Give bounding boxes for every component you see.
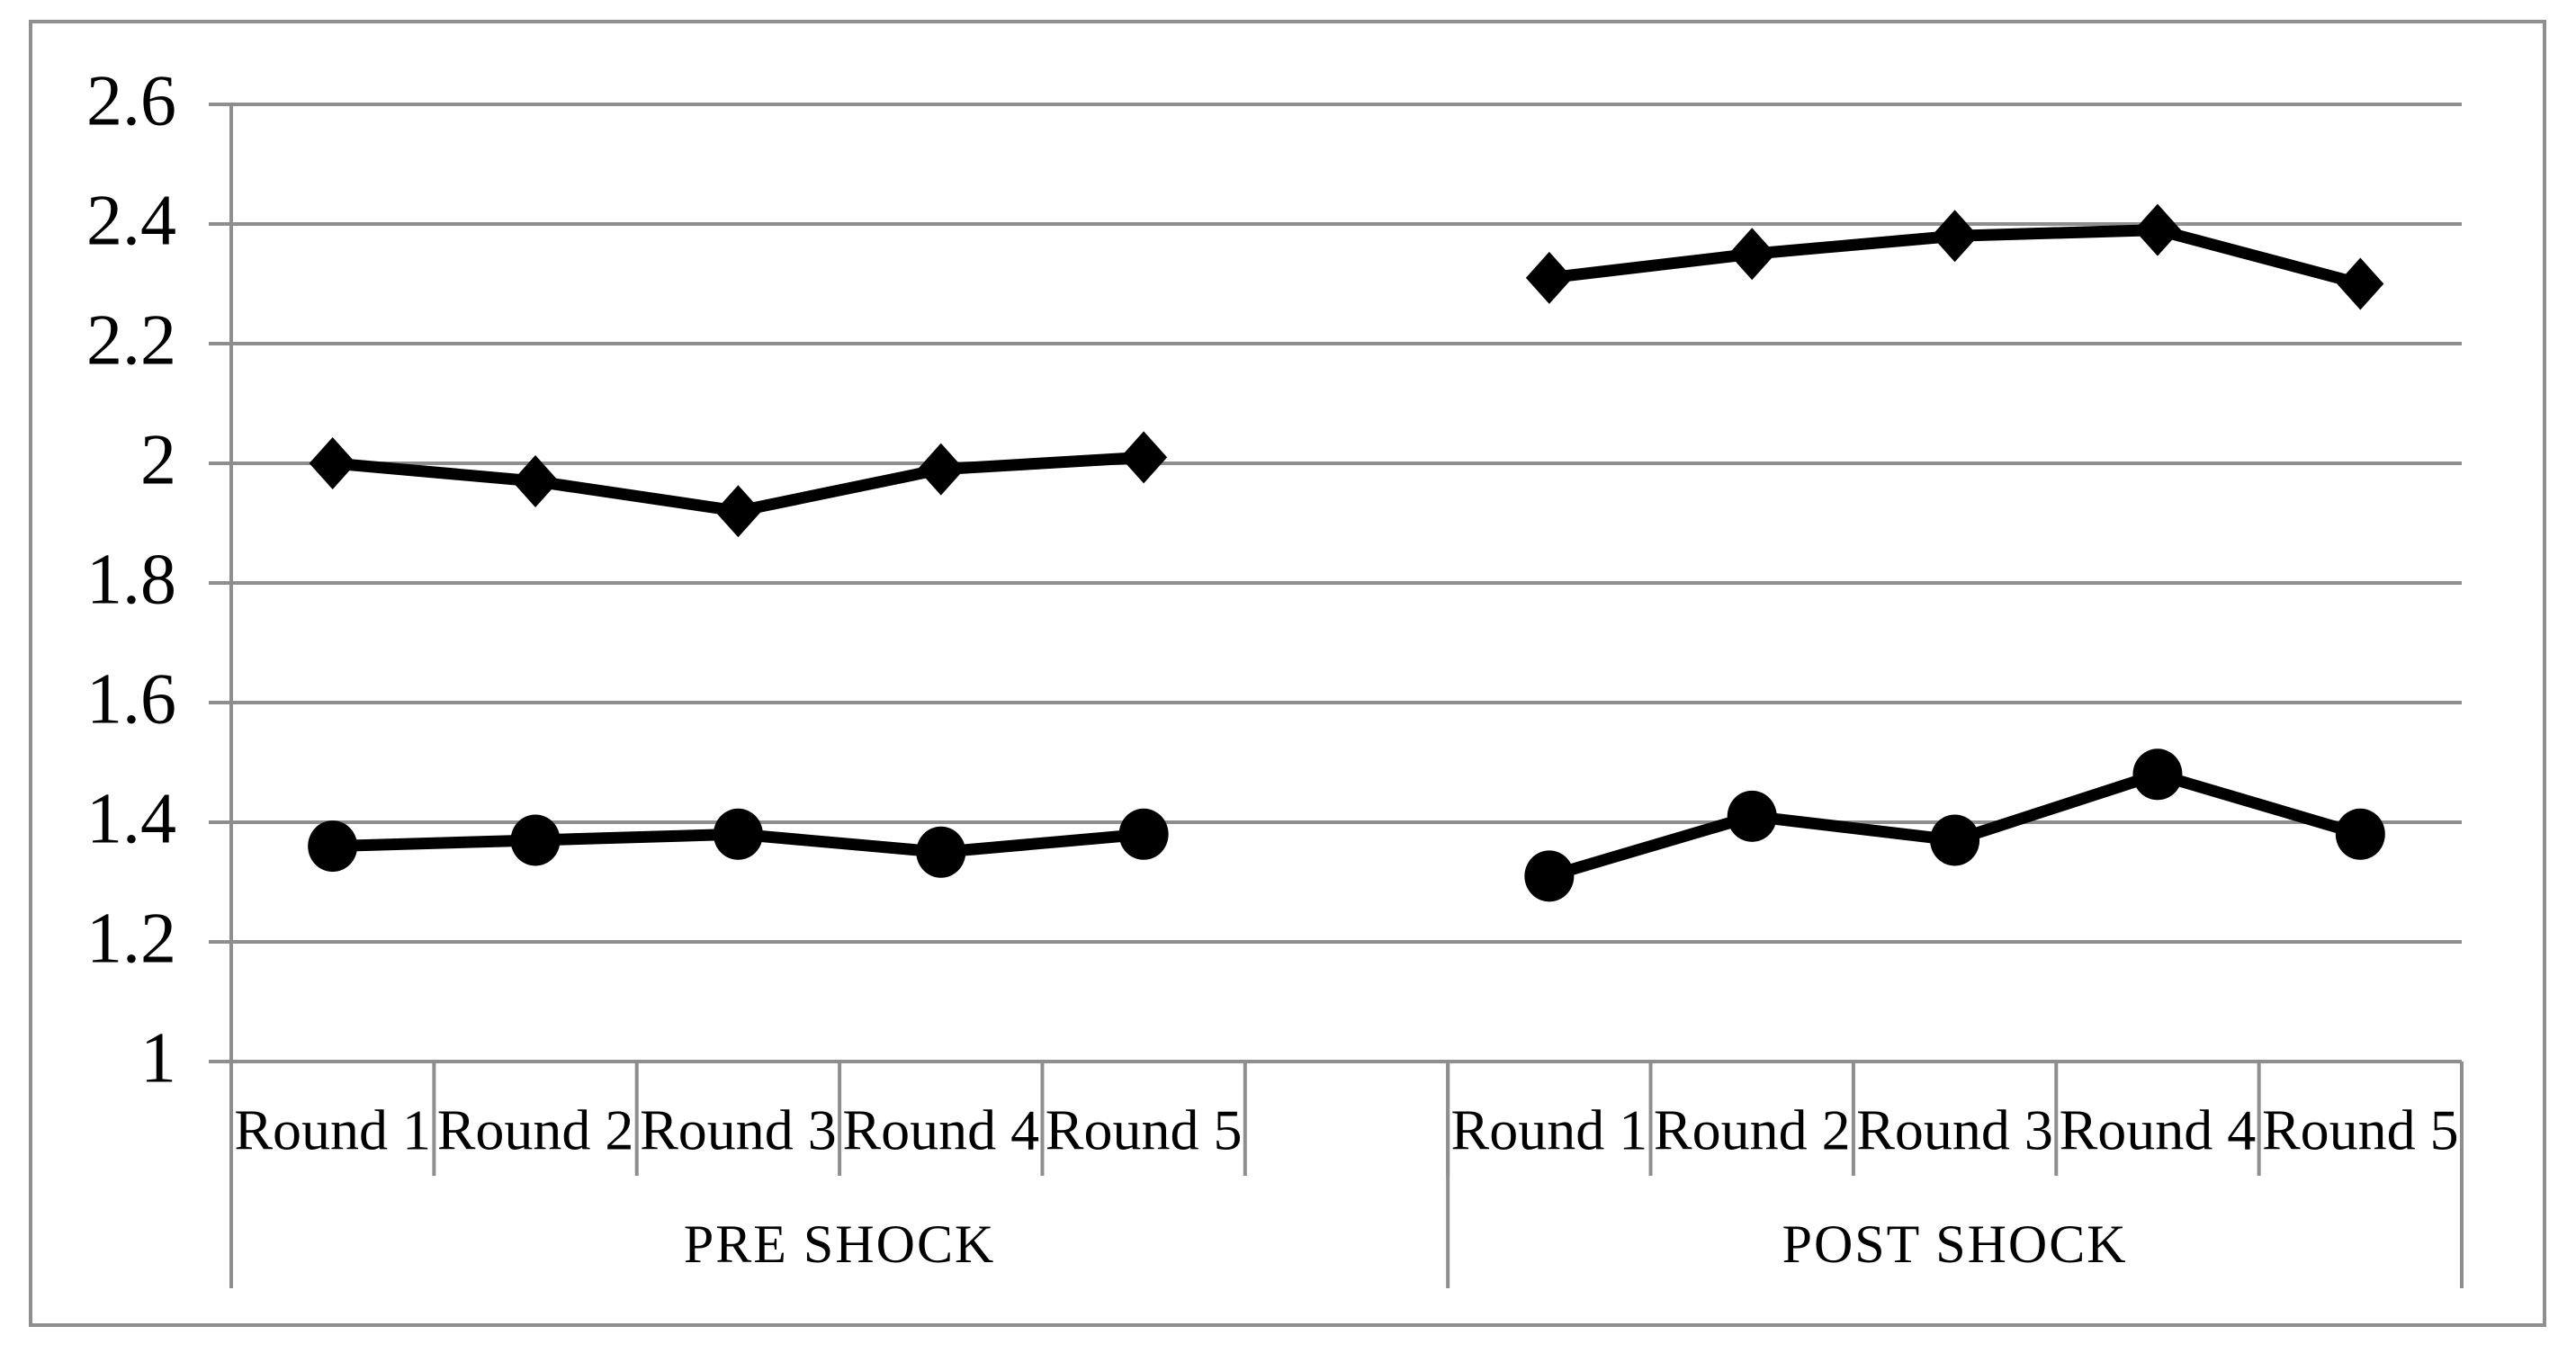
circle-series-point-post-shock-round-2	[1727, 790, 1777, 842]
diamond-series-point-post-shock-round-2	[1728, 228, 1776, 281]
x-axis-label-pre-shock-round-3: Round 3	[640, 1098, 837, 1162]
y-axis-label-2.6: 2.6	[86, 61, 176, 140]
y-axis-label-2.2: 2.2	[86, 300, 176, 380]
x-axis-label-post-shock-round-1: Round 1	[1451, 1098, 1648, 1162]
diamond-series-point-pre-shock-round-5	[1120, 431, 1168, 484]
x-axis-label-post-shock-round-4: Round 4	[2060, 1098, 2257, 1162]
chart-border	[29, 20, 2546, 1327]
diamond-series-point-post-shock-round-3	[1931, 210, 1979, 263]
y-axis-label-1.4: 1.4	[86, 779, 176, 858]
y-axis-label-1.8: 1.8	[86, 540, 176, 619]
y-axis-label-1: 1	[140, 1018, 176, 1098]
x-axis-label-pre-shock-round-4: Round 4	[842, 1098, 1039, 1162]
x-axis-label-pre-shock-round-1: Round 1	[234, 1098, 431, 1162]
x-axis-label-post-shock-round-3: Round 3	[1856, 1098, 2053, 1162]
x-axis-label-pre-shock-round-5: Round 5	[1046, 1098, 1243, 1162]
diamond-series-point-post-shock-round-4	[2133, 203, 2181, 256]
y-axis-label-2: 2	[140, 420, 176, 499]
diamond-series-point-post-shock-round-1	[1525, 251, 1573, 304]
group-label-post-shock: POST SHOCK	[1782, 1214, 2128, 1274]
diamond-series-point-pre-shock-round-3	[714, 485, 762, 538]
circle-series-point-pre-shock-round-2	[510, 814, 561, 866]
y-axis-label-1.2: 1.2	[86, 899, 176, 978]
diamond-series-point-pre-shock-round-1	[309, 437, 356, 489]
circle-series-point-pre-shock-round-5	[1118, 808, 1169, 860]
circle-series-point-post-shock-round-1	[1524, 850, 1575, 902]
y-axis-label-1.6: 1.6	[86, 659, 176, 739]
x-axis-label-post-shock-round-5: Round 5	[2262, 1098, 2459, 1162]
x-axis-label-post-shock-round-2: Round 2	[1654, 1098, 1851, 1162]
circle-series-point-pre-shock-round-4	[916, 826, 966, 878]
circle-series-point-pre-shock-round-1	[308, 820, 358, 873]
group-label-pre-shock: PRE SHOCK	[684, 1214, 995, 1274]
x-axis-label-pre-shock-round-2: Round 2	[437, 1098, 634, 1162]
circle-series-point-post-shock-round-5	[2335, 808, 2385, 860]
diamond-series-point-pre-shock-round-2	[512, 454, 560, 507]
circle-series-point-post-shock-round-4	[2132, 748, 2183, 801]
diamond-series-point-pre-shock-round-4	[917, 443, 965, 496]
diamond-series-point-post-shock-round-5	[2337, 257, 2384, 310]
circle-series-point-pre-shock-round-3	[713, 808, 763, 860]
y-axis-label-2.4: 2.4	[86, 181, 176, 260]
circle-series-point-post-shock-round-3	[1930, 814, 1980, 866]
